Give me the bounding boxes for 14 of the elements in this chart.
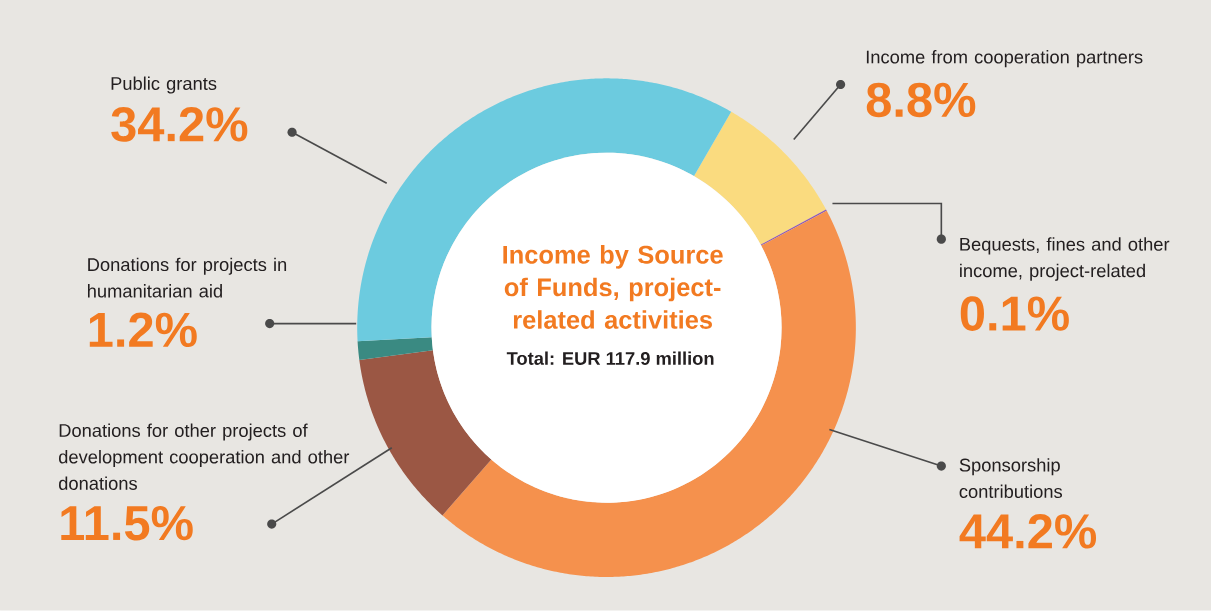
slice-label: Income from cooperation partners (866, 50, 1143, 68)
data-label: 44.2% (959, 514, 1097, 549)
slice-label: Sponsorship contributions (959, 458, 1063, 499)
text: Total: EUR 117.9 million (506, 351, 714, 366)
text: Income by Source of Funds, project-related activities (503, 245, 723, 330)
data-label: 34.2% (111, 107, 248, 142)
data-label: 8.8% (866, 82, 976, 118)
data-label: 1.2% (89, 312, 197, 348)
slice-label: Public grants (111, 76, 217, 94)
slice-label: Bequests, fines and other income, project-related (960, 237, 1170, 282)
slice-label: Donations for projects in humanitarian aid (87, 257, 287, 298)
data-label: 0.1% (960, 296, 1069, 332)
slice-label: Donations for other projects of development cooperation and other donations (58, 423, 350, 491)
data-label: 11.5% (61, 506, 193, 541)
